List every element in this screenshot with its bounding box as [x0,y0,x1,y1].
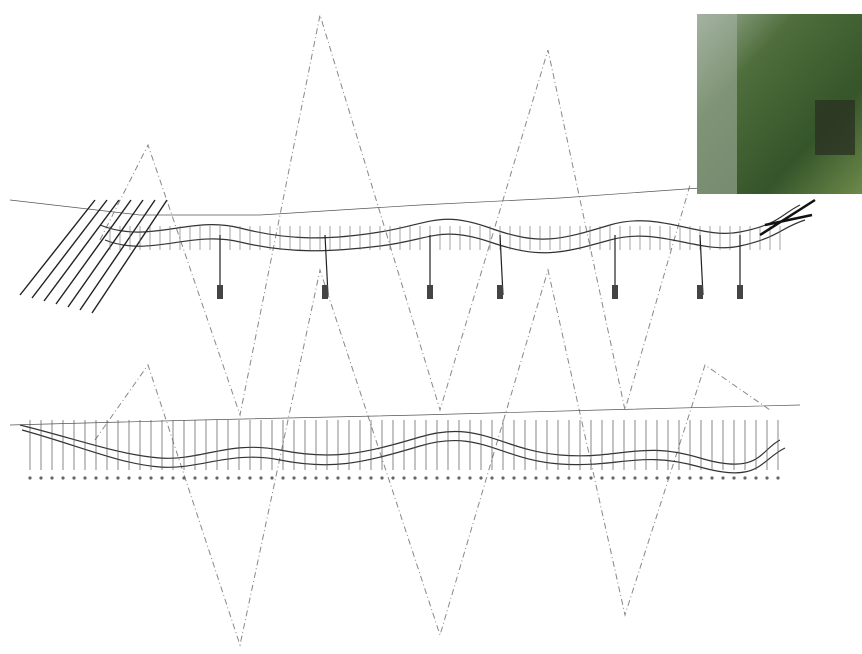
station-mark [688,476,691,479]
station-mark [721,476,724,479]
station-mark [578,476,581,479]
post-tag [697,285,703,299]
station-mark [457,476,460,479]
station-mark [138,476,141,479]
station-mark [171,476,174,479]
station-mark [567,476,570,479]
station-mark [446,476,449,479]
station-mark [666,476,669,479]
station-mark [358,476,361,479]
reference-line [10,405,800,425]
station-mark [600,476,603,479]
station-mark [292,476,295,479]
station-mark [303,476,306,479]
station-mark [699,476,702,479]
dashed-line [95,270,770,645]
station-mark [270,476,273,479]
station-mark [61,476,64,479]
hatching [20,200,780,313]
upper-road [10,188,815,313]
post-tag [427,285,433,299]
station-mark [215,476,218,479]
station-mark [754,476,757,479]
station-mark [237,476,240,479]
lower-road [10,405,800,480]
station-mark [710,476,713,479]
station-mark [644,476,647,479]
post-tag [322,285,328,299]
end-arrow [760,200,815,235]
station-mark [534,476,537,479]
station-mark [611,476,614,479]
station-mark [424,476,427,479]
station-mark [347,476,350,479]
station-mark [39,476,42,479]
station-mark [743,476,746,479]
station-mark [127,476,130,479]
road-edge [20,425,780,464]
station-mark [204,476,207,479]
station-mark [545,476,548,479]
station-mark [149,476,152,479]
station-mark [435,476,438,479]
station-mark [105,476,108,479]
station-mark [655,476,658,479]
station-mark [50,476,53,479]
station-mark [501,476,504,479]
station-mark [72,476,75,479]
station-mark [28,476,31,479]
station-mark [182,476,185,479]
station-mark [490,476,493,479]
station-mark [468,476,471,479]
station-mark [314,476,317,479]
station-mark [732,476,735,479]
station-ticks [28,420,779,480]
station-mark [248,476,251,479]
station-mark [677,476,680,479]
post-tag [612,285,618,299]
station-mark [479,476,482,479]
post-tag [497,285,503,299]
station-mark [336,476,339,479]
station-mark [413,476,416,479]
page: (() => { const svg = document.getElement… [0,0,862,654]
station-mark [402,476,405,479]
station-mark [622,476,625,479]
station-mark [589,476,592,479]
photo-structure [815,100,855,155]
post-tag [737,285,743,299]
post-tag [217,285,223,299]
station-mark [512,476,515,479]
station-mark [160,476,163,479]
station-mark [633,476,636,479]
station-mark [556,476,559,479]
photo-haze [697,14,737,194]
lower-zigzag [95,270,770,645]
photo-inset [697,14,862,194]
station-mark [776,476,779,479]
station-mark [193,476,196,479]
station-mark [523,476,526,479]
station-mark [226,476,229,479]
station-mark [391,476,394,479]
station-mark [765,476,768,479]
reference-line [10,188,700,215]
station-mark [380,476,383,479]
station-mark [369,476,372,479]
route-plan-drawing [0,0,862,654]
station-mark [83,476,86,479]
station-mark [116,476,119,479]
station-mark [281,476,284,479]
station-mark [325,476,328,479]
station-mark [259,476,262,479]
station-mark [94,476,97,479]
